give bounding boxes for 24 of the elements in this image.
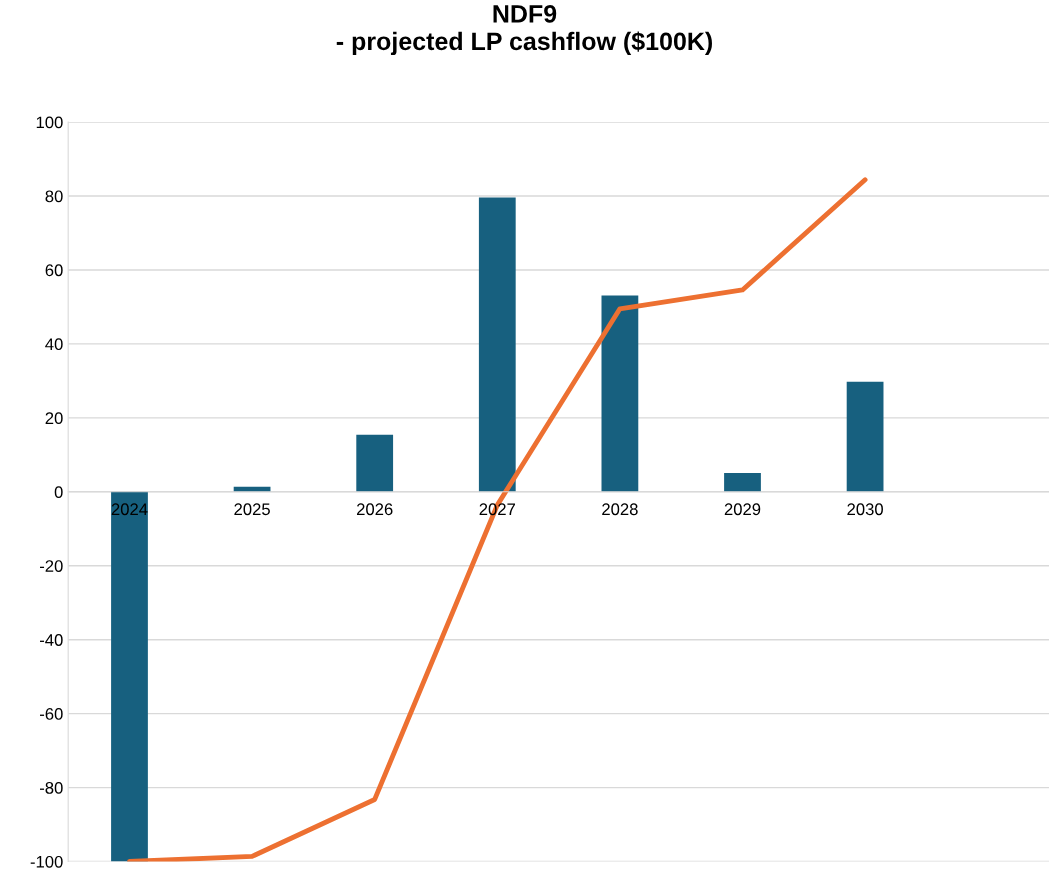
y-tick-label: 80	[45, 190, 63, 203]
x-tick-label: 2025	[234, 503, 270, 516]
y-tick-label: 60	[45, 264, 63, 277]
y-tick-label: 0	[54, 486, 63, 499]
bar	[724, 472, 761, 492]
x-tick-label: 2026	[356, 503, 393, 516]
x-tick-label: 2030	[847, 503, 883, 516]
y-tick-label: -80	[39, 781, 63, 794]
chart-title: NDF9 - projected LP cashflow ($100K)	[336, 5, 712, 56]
bar	[356, 434, 394, 492]
y-tick-label: -20	[39, 560, 63, 572]
bar	[111, 491, 148, 862]
bar	[846, 381, 884, 492]
y-tick-label: 20	[45, 412, 63, 425]
x-tick-label: 2028	[602, 503, 638, 516]
y-tick-label: 40	[45, 338, 63, 351]
bar	[478, 197, 516, 492]
x-tick-label: 2024	[111, 503, 148, 516]
x-tick-label: 2029	[724, 503, 761, 516]
y-tick-label: 100	[36, 116, 63, 129]
y-tick-label: -60	[39, 708, 63, 720]
bar	[601, 295, 639, 492]
y-tick-label: -40	[39, 634, 63, 646]
y-tick-label: -100	[30, 855, 63, 868]
